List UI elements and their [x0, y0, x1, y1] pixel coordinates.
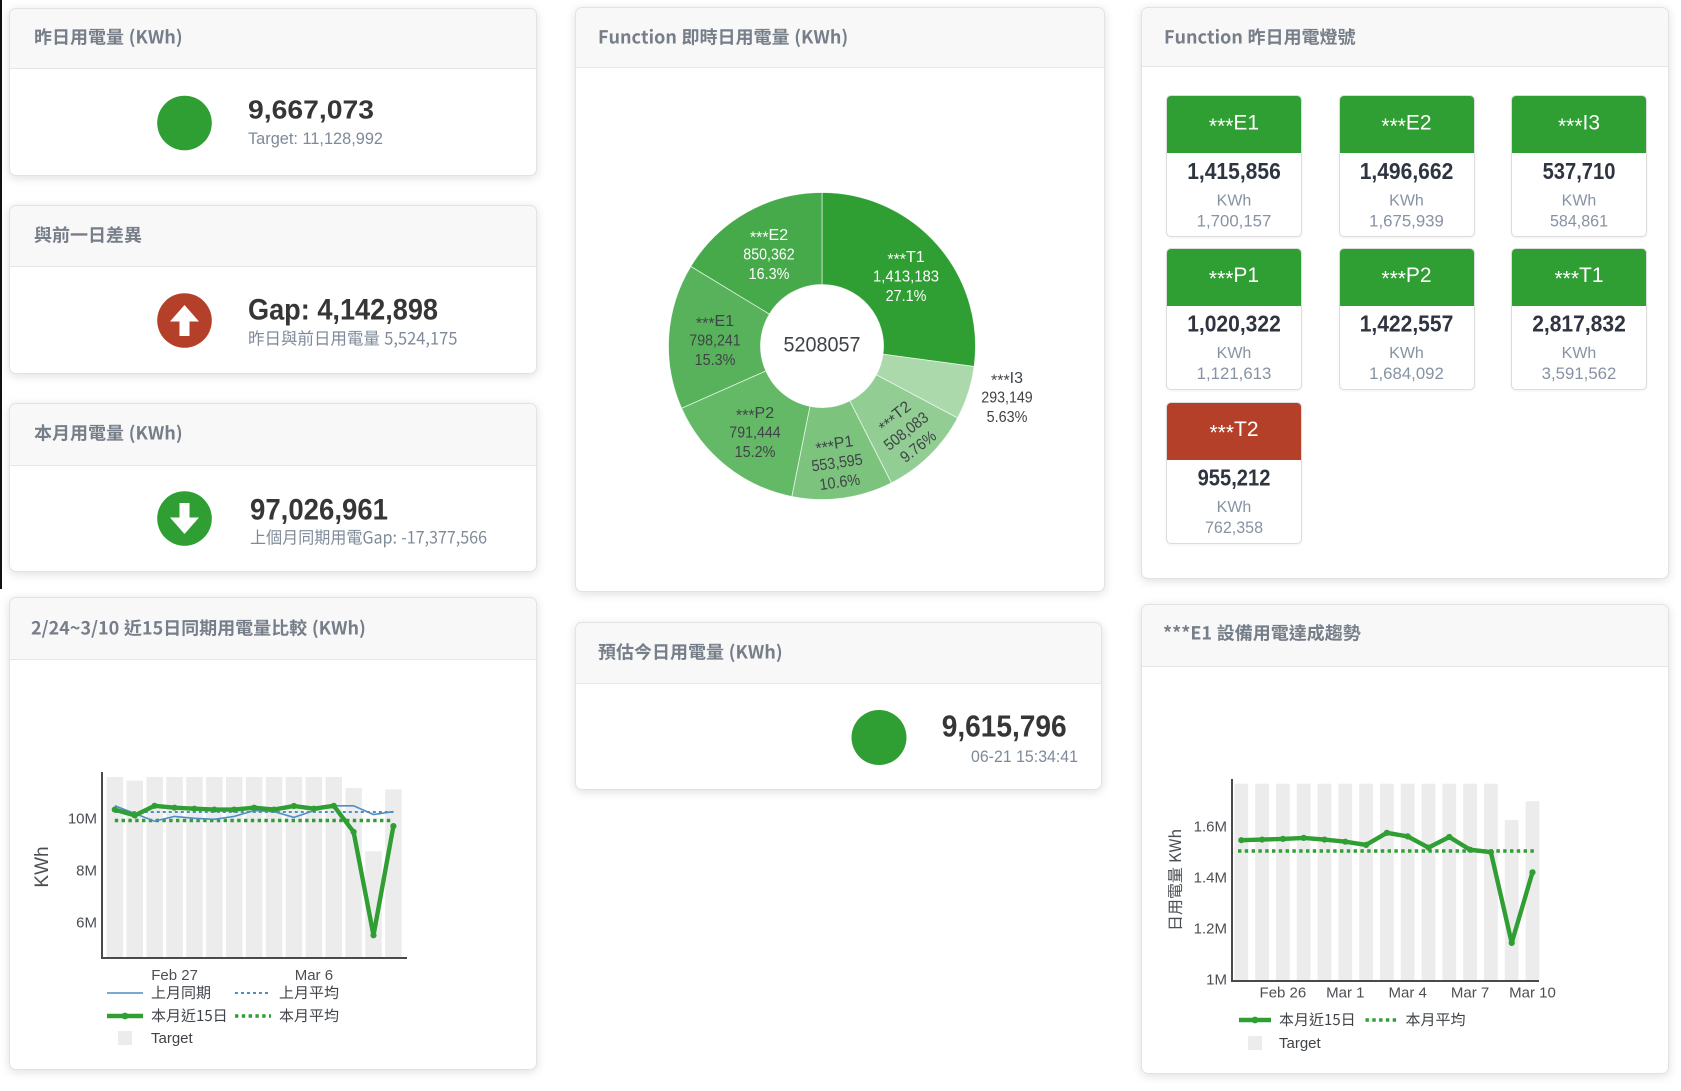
svg-text:3,591,562: 3,591,562 [1542, 364, 1617, 383]
svg-text:8M: 8M [76, 862, 97, 879]
svg-text:KWh: KWh [1389, 193, 1424, 210]
svg-text:***E2: ***E2 [1381, 112, 1431, 138]
svg-text:15.3%: 15.3% [695, 352, 736, 369]
svg-text:Mar 7: Mar 7 [1451, 985, 1489, 1002]
svg-text:***P1: ***P1 [814, 433, 855, 458]
svg-text:791,444: 791,444 [729, 425, 780, 442]
svg-text:6M: 6M [76, 914, 97, 931]
svg-text:537,710: 537,710 [1543, 158, 1616, 184]
svg-text:584,861: 584,861 [1550, 211, 1608, 230]
svg-text:Target: Target [1279, 1035, 1322, 1052]
svg-text:798,241: 798,241 [689, 333, 740, 350]
svg-text:KWh: KWh [1217, 193, 1252, 210]
svg-text:2,817,832: 2,817,832 [1532, 311, 1626, 337]
svg-text:553,595: 553,595 [811, 451, 864, 475]
svg-text:1,684,092: 1,684,092 [1369, 364, 1444, 383]
svg-text:KWh: KWh [1389, 345, 1424, 362]
svg-text:***I3: ***I3 [991, 370, 1023, 390]
svg-text:***P2: ***P2 [736, 405, 774, 425]
svg-text:***T1: ***T1 [1554, 264, 1603, 290]
svg-text:KWh: KWh [1562, 345, 1597, 362]
svg-text:1,415,856: 1,415,856 [1187, 158, 1281, 184]
svg-text:Mar 10: Mar 10 [1509, 985, 1556, 1002]
svg-text:1,413,183: 1,413,183 [873, 269, 939, 286]
svg-text:Feb 26: Feb 26 [1260, 985, 1307, 1002]
svg-text:1,496,662: 1,496,662 [1360, 158, 1454, 184]
svg-text:KWh: KWh [1217, 499, 1252, 516]
svg-text:1,121,613: 1,121,613 [1197, 364, 1272, 383]
svg-text:***T1: ***T1 [887, 249, 924, 269]
svg-text:Mar 4: Mar 4 [1389, 985, 1427, 1002]
svg-text:KWh: KWh [1562, 193, 1597, 210]
svg-text:***E1: ***E1 [696, 313, 734, 333]
svg-text:Feb 27: Feb 27 [151, 967, 198, 984]
svg-text:1,020,322: 1,020,322 [1187, 311, 1281, 337]
svg-text:KWh: KWh [1217, 345, 1252, 362]
svg-text:Target: Target [151, 1030, 194, 1047]
svg-text:Target: 11,128,992: Target: 11,128,992 [248, 129, 383, 148]
svg-text:850,362: 850,362 [743, 247, 794, 264]
svg-text:9,667,073: 9,667,073 [248, 95, 374, 125]
svg-text:1.4M: 1.4M [1194, 869, 1227, 886]
svg-text:***I3: ***I3 [1558, 112, 1600, 138]
svg-text:Gap: 4,142,898: Gap: 4,142,898 [248, 294, 438, 327]
svg-text:293,149: 293,149 [981, 390, 1032, 407]
svg-text:15.2%: 15.2% [735, 444, 776, 461]
svg-text:1,700,157: 1,700,157 [1197, 211, 1272, 230]
svg-text:***E2: ***E2 [750, 227, 788, 247]
svg-text:762,358: 762,358 [1205, 518, 1263, 537]
svg-text:1,422,557: 1,422,557 [1360, 311, 1454, 337]
svg-text:9,615,796: 9,615,796 [942, 709, 1067, 744]
svg-text:955,212: 955,212 [1198, 465, 1271, 491]
svg-text:5208057: 5208057 [784, 334, 861, 357]
svg-text:10.6%: 10.6% [818, 472, 861, 495]
svg-text:1.6M: 1.6M [1194, 818, 1227, 835]
svg-text:***P1: ***P1 [1209, 264, 1259, 290]
svg-text:97,026,961: 97,026,961 [250, 494, 388, 527]
svg-text:KWh: KWh [32, 846, 53, 887]
svg-text:Mar 1: Mar 1 [1326, 985, 1364, 1002]
svg-text:***T2: ***T2 [1209, 418, 1258, 444]
svg-text:5.63%: 5.63% [987, 409, 1028, 426]
svg-text:10M: 10M [68, 810, 97, 827]
svg-text:***E1: ***E1 [1209, 112, 1259, 138]
svg-text:1,675,939: 1,675,939 [1369, 211, 1444, 230]
svg-text:1M: 1M [1206, 971, 1227, 988]
svg-text:Mar 6: Mar 6 [295, 967, 333, 984]
svg-text:27.1%: 27.1% [886, 288, 927, 305]
svg-text:1.2M: 1.2M [1194, 920, 1227, 937]
svg-text:06-21 15:34:41: 06-21 15:34:41 [971, 747, 1078, 766]
svg-text:16.3%: 16.3% [749, 266, 790, 283]
svg-text:***P2: ***P2 [1381, 264, 1431, 290]
